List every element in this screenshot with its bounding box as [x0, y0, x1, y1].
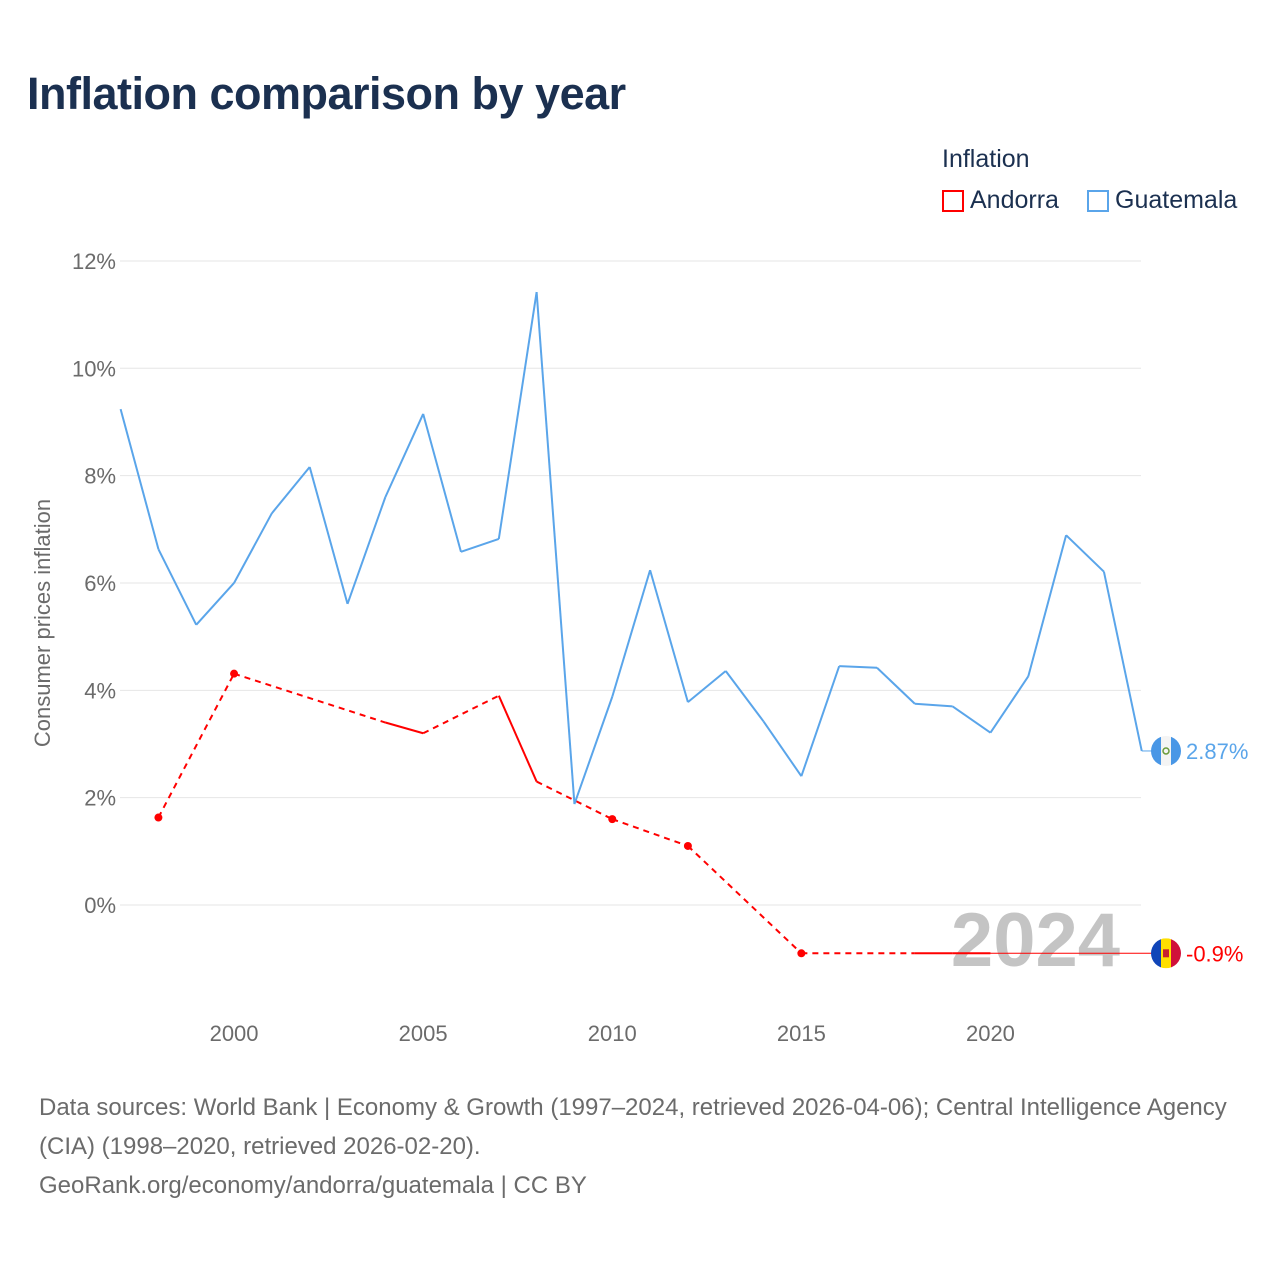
line-segment	[157, 673, 235, 818]
flag-stripe	[1171, 735, 1181, 766]
flag-emblem	[1162, 747, 1170, 755]
footer: Data sources: World Bank | Economy & Gro…	[39, 1088, 1249, 1205]
line-segment	[271, 466, 311, 514]
line-segment	[308, 466, 349, 605]
line-segment	[497, 291, 538, 540]
legend-item-andorra[interactable]: Andorra	[942, 186, 1059, 215]
x-tick-label: 2020	[966, 1021, 1015, 1046]
line-segment	[611, 818, 689, 847]
line-segment	[157, 548, 198, 626]
legend-swatch-andorra	[942, 189, 964, 212]
y-tick-label: 12%	[72, 249, 116, 274]
line-segment	[233, 672, 386, 724]
line-segment	[1065, 534, 1105, 573]
data-point	[683, 841, 692, 850]
line-segment	[989, 675, 1030, 734]
x-tick-label: 2010	[588, 1021, 637, 1046]
line-segment	[385, 721, 424, 735]
line-segment	[800, 665, 841, 777]
line-segment	[914, 702, 953, 708]
y-tick-label: 4%	[84, 678, 116, 703]
line-segment	[952, 705, 992, 734]
line-segment	[649, 569, 689, 703]
x-tick-label: 2000	[210, 1021, 259, 1046]
line-segment	[536, 780, 613, 821]
flag-emblem	[1163, 949, 1169, 958]
y-tick-label: 2%	[84, 786, 116, 811]
y-tick-label: 10%	[72, 356, 116, 381]
end-value-label: 2.87%	[1186, 739, 1248, 764]
line-segment	[346, 496, 387, 605]
year-watermark: 2024	[951, 898, 1120, 983]
legend-label: Guatemala	[1115, 186, 1238, 214]
flag-stripe	[1161, 735, 1171, 766]
data-sources: Data sources: World Bank | Economy & Gro…	[39, 1094, 1227, 1160]
line-segment	[422, 413, 462, 553]
line-segment	[1027, 534, 1068, 677]
x-tick-label: 2015	[777, 1021, 826, 1046]
flag-andorra-icon	[1151, 938, 1181, 969]
y-axis-label: Consumer prices inflation	[30, 499, 55, 747]
flag-stripe	[1151, 735, 1161, 766]
line-segment	[497, 695, 538, 782]
line-segment	[460, 538, 500, 553]
source-link[interactable]: GeoRank.org/economy/andorra/guatemala | …	[39, 1172, 587, 1199]
series-guatemala: 2.87%	[119, 291, 1248, 805]
line-segment	[233, 512, 273, 584]
y-tick-label: 6%	[84, 571, 116, 596]
flag-body	[1151, 938, 1181, 969]
line-segment	[687, 670, 727, 703]
y-tick-label: 0%	[84, 893, 116, 918]
line-segment	[839, 665, 878, 669]
legend-title: Inflation	[942, 145, 1030, 173]
data-point	[608, 815, 617, 824]
flag-body	[1151, 735, 1181, 766]
end-value-label: -0.9%	[1186, 941, 1243, 966]
line-segment	[1102, 571, 1143, 752]
chart-title: Inflation comparison by year	[27, 68, 626, 119]
flag-stripe	[1171, 938, 1181, 969]
line-segment	[611, 569, 652, 698]
line-segment	[195, 582, 235, 626]
data-point	[797, 949, 806, 958]
legend-label: Andorra	[970, 186, 1059, 214]
line-segment	[762, 720, 803, 777]
series-andorra: -0.9%	[154, 669, 1243, 969]
legend-swatch-guatemala	[1087, 189, 1109, 212]
line-segment	[724, 670, 765, 723]
line-segment	[119, 408, 160, 550]
flag-stripe	[1151, 938, 1161, 969]
line-segment	[876, 667, 916, 705]
y-tick-label: 8%	[84, 464, 116, 489]
flag-guatemala-icon	[1151, 735, 1181, 766]
line-segment	[422, 694, 500, 735]
line-segment	[687, 845, 803, 955]
line-segment	[384, 413, 425, 498]
data-point	[154, 813, 163, 822]
legend-item-guatemala[interactable]: Guatemala	[1087, 186, 1237, 215]
line-segment	[573, 696, 614, 805]
x-tick-label: 2005	[399, 1021, 448, 1046]
line-segment	[535, 292, 576, 805]
data-point	[230, 669, 239, 678]
